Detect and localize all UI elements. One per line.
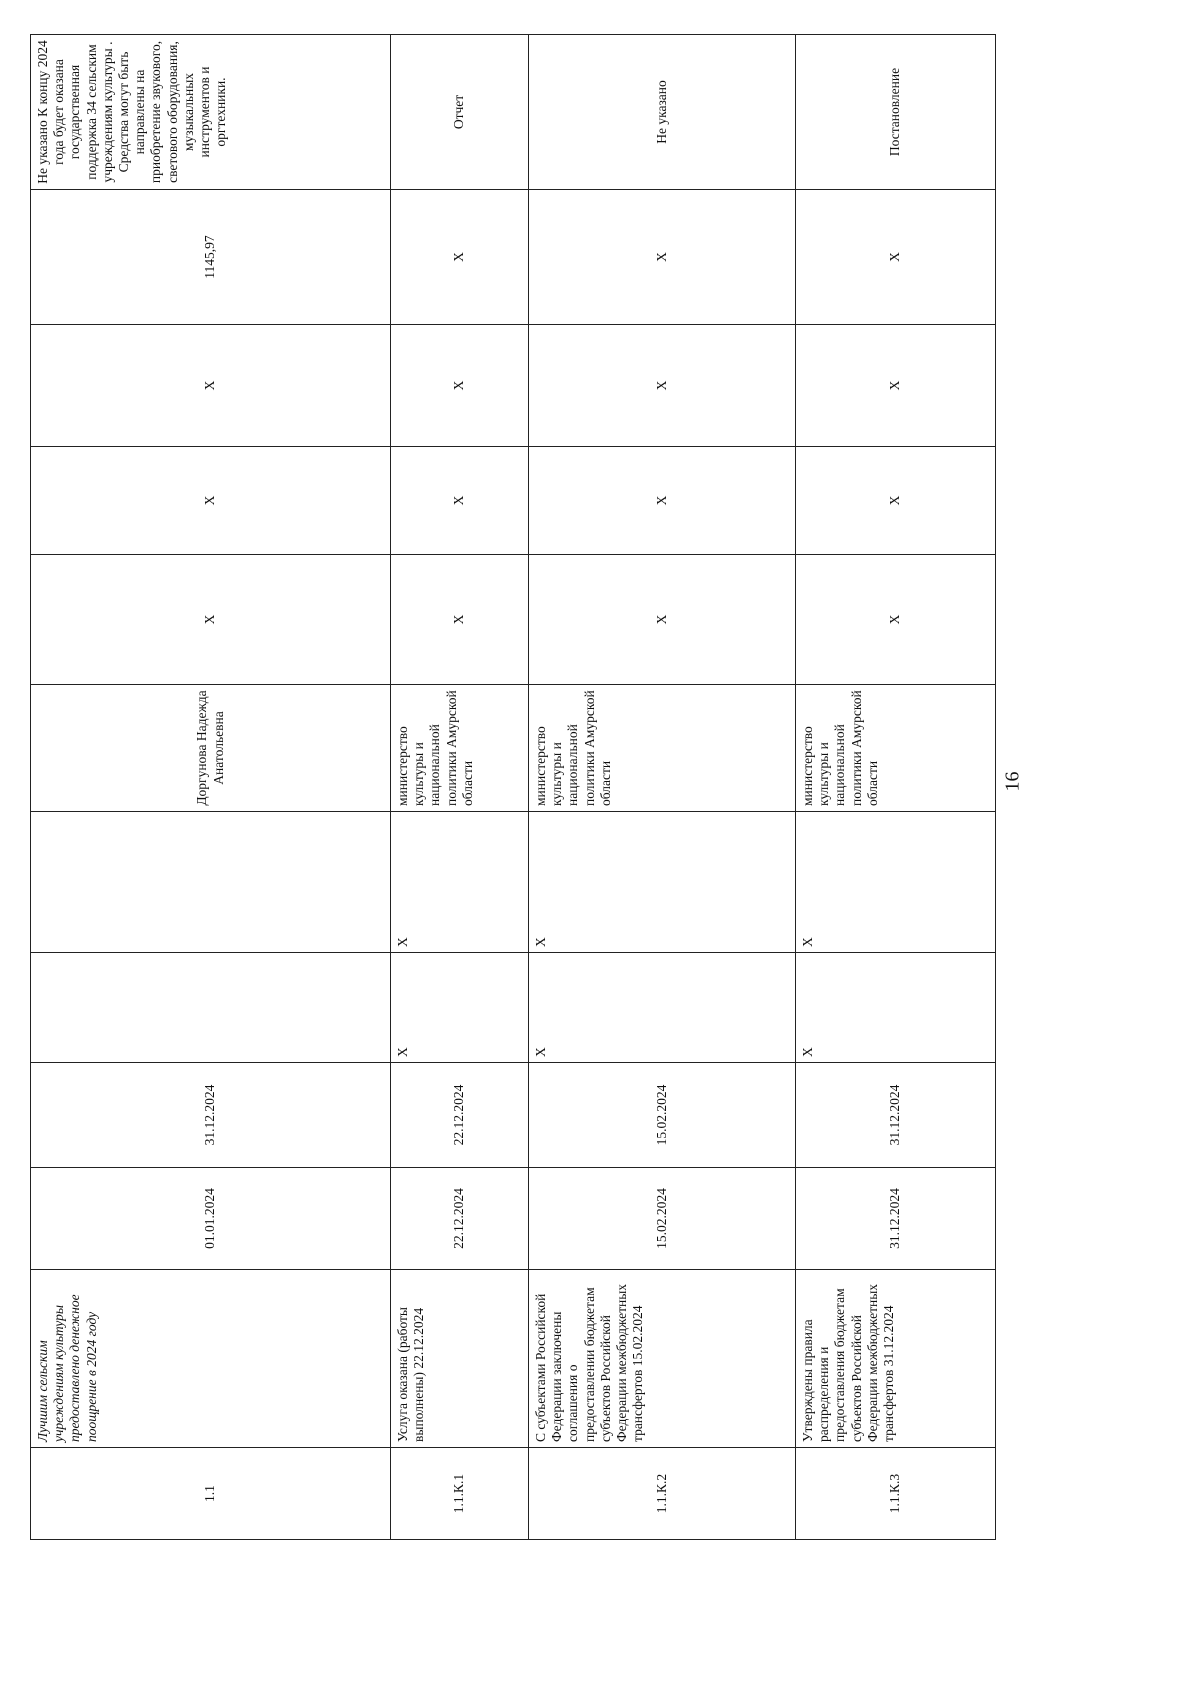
table-cell: министерство культуры и национальной пол… xyxy=(390,684,529,812)
table-cell: X xyxy=(528,811,796,953)
rotated-table-wrapper: 1.1 Лучшим сельским учреждениям культуры … xyxy=(30,34,996,1540)
table-cell: Доргунова Надежда Анатольевна xyxy=(30,684,391,812)
table-cell: 01.01.2024 xyxy=(30,1167,391,1270)
table-cell: Не указано К концу 2024 года будет оказа… xyxy=(30,34,391,190)
table-cell: X xyxy=(795,324,996,447)
table-cell: X xyxy=(390,811,529,953)
page-number: 16 xyxy=(1001,771,1024,792)
table-cell: 1.1 xyxy=(30,1447,391,1540)
table-cell: 1.1.К.2 xyxy=(528,1447,796,1540)
table-cell: Утверждены правила распределения и предо… xyxy=(795,1269,996,1448)
table-cell: С субъектами Российской Федерации заключ… xyxy=(528,1269,796,1448)
table-row: 1.1 Лучшим сельским учреждениям культуры … xyxy=(30,34,391,1540)
table-cell: 22.12.2024 xyxy=(390,1062,529,1168)
table-cell: X xyxy=(528,952,796,1063)
table-cell: X xyxy=(30,446,391,555)
table-cell: X xyxy=(795,952,996,1063)
table-cell: Лучшим сельским учреждениям культуры пре… xyxy=(30,1269,391,1448)
table-cell: 31.12.2024 xyxy=(795,1062,996,1168)
table-cell: X xyxy=(390,324,529,447)
table-cell: 15.02.2024 xyxy=(528,1062,796,1168)
table-row: 1.1.К.3 Утверждены правила распределения … xyxy=(795,34,996,1540)
table-cell: X xyxy=(795,189,996,325)
table-cell: 1145,97 xyxy=(30,189,391,325)
table-cell: министерство культуры и национальной пол… xyxy=(528,684,796,812)
table-cell: X xyxy=(528,324,796,447)
table-cell: X xyxy=(795,446,996,555)
table-cell: X xyxy=(390,446,529,555)
table-cell: 31.12.2024 xyxy=(30,1062,391,1168)
table-cell: Постановление xyxy=(795,34,996,190)
table-cell: X xyxy=(528,446,796,555)
table-row: 1.1.К.1 Услуга оказана (работы выполнены)… xyxy=(390,34,529,1540)
table-cell: X xyxy=(795,554,996,685)
table-cell: 1.1.К.1 xyxy=(390,1447,529,1540)
table-cell: Отчет xyxy=(390,34,529,190)
table-cell xyxy=(30,952,391,1063)
table-cell: Услуга оказана (работы выполнены) 22.12.… xyxy=(390,1269,529,1448)
table-cell: 15.02.2024 xyxy=(528,1167,796,1270)
table-cell: X xyxy=(528,554,796,685)
table-cell: X xyxy=(528,189,796,325)
table-cell: X xyxy=(390,952,529,1063)
table-cell: X xyxy=(390,189,529,325)
table-cell: X xyxy=(795,811,996,953)
table-cell: Не указано xyxy=(528,34,796,190)
table-cell xyxy=(30,811,391,953)
table-cell: 1.1.К.3 xyxy=(795,1447,996,1540)
table-cell: X xyxy=(30,554,391,685)
table: 1.1 Лучшим сельским учреждениям культуры … xyxy=(30,34,996,1540)
table-cell: X xyxy=(30,324,391,447)
table-cell: 22.12.2024 xyxy=(390,1167,529,1270)
table-cell: министерство культуры и национальной пол… xyxy=(795,684,996,812)
table-row: 1.1.К.2 С субъектами Российской Федерации… xyxy=(528,34,796,1540)
table-cell: X xyxy=(390,554,529,685)
table-cell: 31.12.2024 xyxy=(795,1167,996,1270)
